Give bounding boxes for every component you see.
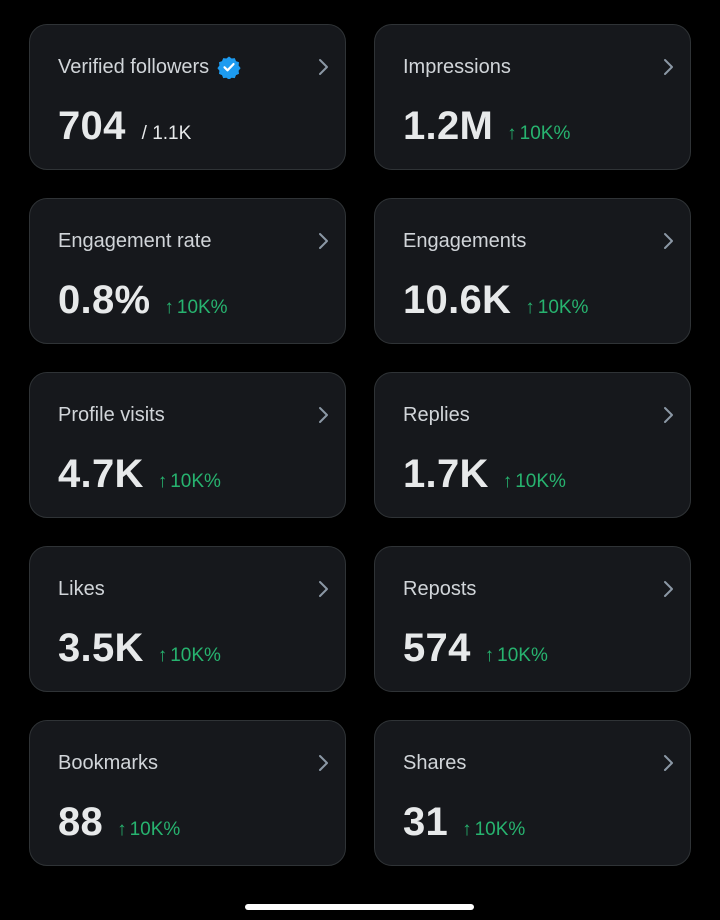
- home-indicator-bar[interactable]: [245, 904, 474, 910]
- metric-value: 31: [403, 800, 449, 844]
- metric-title: Shares: [403, 752, 467, 774]
- metric-change: ↑ 10K%: [462, 819, 525, 841]
- metric-change-value: 10K%: [170, 471, 221, 492]
- metric-title-row: Verified followers: [58, 55, 241, 79]
- metric-change: ↑ 10K%: [507, 123, 570, 145]
- metric-card-reposts[interactable]: Reposts 574 ↑ 10K%: [374, 546, 691, 692]
- metric-card-engagements[interactable]: Engagements 10.6K ↑ 10K%: [374, 198, 691, 344]
- verified-badge-icon: [217, 55, 241, 79]
- metric-value-row: 0.8% ↑ 10K%: [58, 277, 228, 323]
- metric-change-value: 10K%: [519, 123, 571, 144]
- metric-change-value: 10K%: [170, 645, 221, 666]
- metric-value: 0.8%: [58, 278, 151, 322]
- chevron-right-icon: [664, 581, 673, 597]
- chevron-right-icon: [319, 755, 328, 771]
- metric-change: ↑ 10K%: [164, 297, 227, 319]
- metric-card-shares[interactable]: Shares 31 ↑ 10K%: [374, 720, 691, 866]
- metric-change: ↑ 10K%: [485, 645, 548, 667]
- metric-value: 3.5K: [58, 626, 144, 670]
- metric-title: Reposts: [403, 578, 477, 600]
- metric-title: Engagement rate: [58, 230, 212, 252]
- metric-card-impressions[interactable]: Impressions 1.2M ↑ 10K%: [374, 24, 691, 170]
- arrow-up-icon: ↑: [507, 123, 517, 144]
- arrow-up-icon: ↑: [462, 819, 472, 840]
- metric-value: 1.7K: [403, 452, 489, 496]
- metric-title: Impressions: [403, 56, 511, 78]
- arrow-up-icon: ↑: [164, 297, 174, 318]
- chevron-right-icon: [319, 59, 328, 75]
- chevron-right-icon: [664, 407, 673, 423]
- metric-value: 10.6K: [403, 278, 512, 322]
- metric-card-profile-visits[interactable]: Profile visits 4.7K ↑ 10K%: [29, 372, 346, 518]
- metric-value-row: 31 ↑ 10K%: [403, 799, 525, 845]
- metric-card-engagement-rate[interactable]: Engagement rate 0.8% ↑ 10K%: [29, 198, 346, 344]
- metric-title-row: Impressions: [403, 55, 511, 79]
- metric-value-row: 704 / 1.1K: [58, 103, 191, 149]
- metric-card-verified-followers[interactable]: Verified followers 704 / 1.1K: [29, 24, 346, 170]
- metric-value: 574: [403, 626, 471, 670]
- metric-change: ↑ 10K%: [158, 645, 221, 667]
- metric-value-row: 88 ↑ 10K%: [58, 799, 180, 845]
- metric-title-row: Replies: [403, 403, 470, 427]
- chevron-right-icon: [319, 581, 328, 597]
- metric-title: Replies: [403, 404, 470, 426]
- metric-value-row: 10.6K ↑ 10K%: [403, 277, 588, 323]
- metric-total: / 1.1K: [141, 123, 192, 144]
- metric-change-value: 10K%: [537, 297, 589, 318]
- metric-card-replies[interactable]: Replies 1.7K ↑ 10K%: [374, 372, 691, 518]
- metric-change-value: 10K%: [497, 645, 548, 666]
- metric-change: ↑ 10K%: [525, 297, 588, 319]
- chevron-right-icon: [664, 755, 673, 771]
- metric-change-value: 10K%: [176, 297, 228, 318]
- arrow-up-icon: ↑: [157, 471, 168, 492]
- arrow-up-icon: ↑: [157, 645, 168, 666]
- metric-value-row: 4.7K ↑ 10K%: [58, 451, 221, 497]
- metric-title: Profile visits: [58, 404, 165, 426]
- metric-title: Verified followers: [58, 56, 210, 78]
- metric-value-row: 574 ↑ 10K%: [403, 625, 548, 671]
- metric-title: Likes: [58, 578, 105, 600]
- chevron-right-icon: [319, 233, 328, 249]
- metric-value: 88: [58, 800, 104, 844]
- metric-value: 4.7K: [58, 452, 144, 496]
- metric-title-row: Reposts: [403, 577, 476, 601]
- arrow-up-icon: ↑: [117, 819, 127, 840]
- arrow-up-icon: ↑: [484, 645, 495, 666]
- chevron-right-icon: [664, 233, 673, 249]
- metric-title-row: Engagements: [403, 229, 526, 253]
- metric-title: Bookmarks: [58, 752, 159, 774]
- metric-title-row: Profile visits: [58, 403, 165, 427]
- metric-title-row: Likes: [58, 577, 105, 601]
- metric-change-value: 10K%: [474, 819, 526, 840]
- metric-title: Engagements: [403, 230, 527, 252]
- metric-change-value: 10K%: [129, 819, 181, 840]
- chevron-right-icon: [319, 407, 328, 423]
- metric-value-row: 1.2M ↑ 10K%: [403, 103, 570, 149]
- metric-value-row: 1.7K ↑ 10K%: [403, 451, 566, 497]
- arrow-up-icon: ↑: [525, 297, 535, 318]
- chevron-right-icon: [664, 59, 673, 75]
- metric-title-row: Engagement rate: [58, 229, 211, 253]
- metric-value: 1.2M: [403, 104, 494, 148]
- metric-change: ↑ 10K%: [158, 471, 221, 493]
- metric-card-likes[interactable]: Likes 3.5K ↑ 10K%: [29, 546, 346, 692]
- metric-title-row: Bookmarks: [58, 751, 158, 775]
- metric-value: 704: [58, 104, 126, 148]
- metrics-grid: Verified followers 704 / 1.1K Impression…: [29, 24, 691, 866]
- metric-change-value: 10K%: [515, 471, 566, 492]
- arrow-up-icon: ↑: [502, 471, 513, 492]
- metric-value-row: 3.5K ↑ 10K%: [58, 625, 221, 671]
- metric-change: ↑ 10K%: [503, 471, 566, 493]
- metric-title-row: Shares: [403, 751, 466, 775]
- metric-card-bookmarks[interactable]: Bookmarks 88 ↑ 10K%: [29, 720, 346, 866]
- metric-change: ↑ 10K%: [117, 819, 180, 841]
